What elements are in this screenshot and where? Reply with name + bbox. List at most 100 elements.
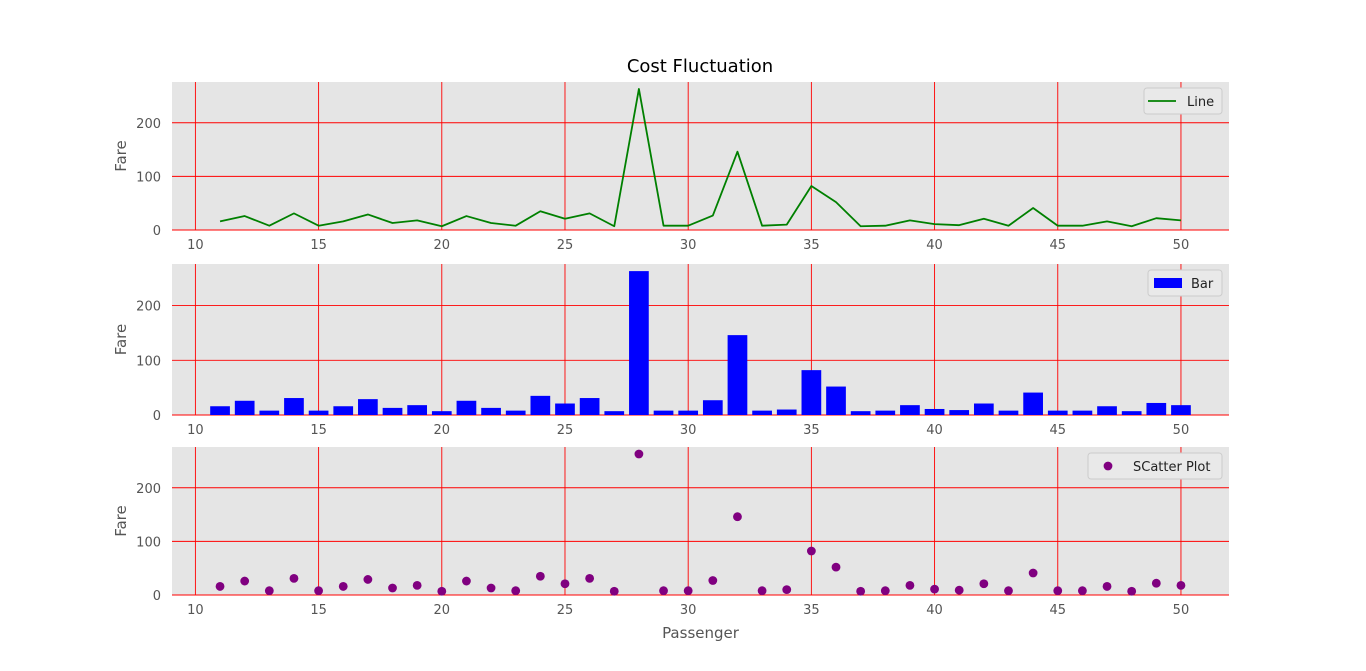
x-tick-label: 20 <box>434 238 451 253</box>
x-tick-label: 15 <box>310 238 327 253</box>
bar-12 <box>234 400 255 415</box>
point-29 <box>659 586 668 596</box>
point-32 <box>733 512 742 522</box>
x-tick-label: 40 <box>926 238 943 253</box>
x-tick-label: 10 <box>187 238 204 253</box>
legend-bar-swatch <box>1154 278 1182 288</box>
bar-14 <box>284 398 304 415</box>
x-tick-label: 10 <box>187 603 204 618</box>
bar-36 <box>826 386 846 415</box>
plot-background <box>172 447 1229 595</box>
x-tick-label: 30 <box>680 238 697 253</box>
bar-17 <box>358 399 378 415</box>
bar-49 <box>1146 402 1167 415</box>
point-15 <box>314 586 324 596</box>
bar-11 <box>210 406 230 415</box>
panel-bar: 10 15 20 25 30 35 40 45 50 0 100 200 Fare Bar <box>112 264 1229 438</box>
point-46 <box>1077 586 1087 596</box>
bar-23 <box>505 410 526 415</box>
x-tick-label: 30 <box>680 603 697 618</box>
bar-48 <box>1121 411 1142 415</box>
bar-46 <box>1072 410 1093 415</box>
x-tick-label: 50 <box>1173 423 1190 438</box>
point-16 <box>338 582 348 591</box>
x-tick-label: 20 <box>434 603 451 618</box>
y-tick-label: 200 <box>136 482 161 497</box>
bar-50 <box>1171 405 1191 415</box>
bar-27 <box>604 411 625 415</box>
point-39 <box>905 580 915 590</box>
point-14 <box>289 573 299 583</box>
point-34 <box>782 585 792 595</box>
legend-marker-swatch <box>1103 461 1113 471</box>
y-tick-label: 100 <box>136 535 161 550</box>
point-36 <box>831 562 841 572</box>
point-38 <box>880 586 890 596</box>
legend-box <box>1147 269 1223 297</box>
legend: Line <box>1143 87 1223 115</box>
point-35 <box>806 546 816 556</box>
point-43 <box>1004 586 1013 596</box>
x-tick-label: 45 <box>1049 603 1066 618</box>
bar-45 <box>1047 410 1068 415</box>
bar-18 <box>382 407 403 415</box>
point-17 <box>363 575 373 584</box>
bar-42 <box>973 403 994 415</box>
x-tick-label: 25 <box>557 423 574 438</box>
bar-22 <box>481 407 501 415</box>
bar-13 <box>259 410 280 415</box>
bar-38 <box>875 410 896 415</box>
x-tick-label: 30 <box>680 423 697 438</box>
bar-29 <box>653 410 674 415</box>
bar-20 <box>431 411 452 415</box>
point-33 <box>757 586 767 596</box>
x-tick-label: 45 <box>1049 238 1066 253</box>
point-30 <box>683 586 693 596</box>
bar-19 <box>407 405 428 415</box>
point-41 <box>954 585 964 595</box>
point-12 <box>240 576 250 586</box>
point-44 <box>1028 568 1038 578</box>
point-27 <box>609 586 619 596</box>
point-31 <box>708 576 718 585</box>
plot-background <box>172 82 1229 230</box>
line-series <box>219 88 1182 228</box>
legend: Bar <box>1147 269 1223 297</box>
y-tick-label: 0 <box>153 224 161 239</box>
point-22 <box>486 583 496 593</box>
point-20 <box>437 586 447 596</box>
legend: SCatter Plot <box>1087 452 1223 480</box>
y-tick-label: 100 <box>136 354 161 369</box>
point-40 <box>930 584 939 594</box>
panel-line: 10 15 20 25 30 35 40 45 50 0 100 200 Fare Line <box>112 82 1229 253</box>
y-tick-label: 0 <box>153 409 161 424</box>
x-tick-label: 45 <box>1049 423 1066 438</box>
point-25 <box>560 579 570 589</box>
point-28 <box>634 449 644 459</box>
bar-30 <box>678 410 699 415</box>
bar-43 <box>998 410 1019 415</box>
y-axis-label: Fare <box>112 505 130 537</box>
legend-label: Line <box>1187 95 1214 110</box>
bar-31 <box>702 400 723 415</box>
legend-label: SCatter Plot <box>1133 460 1210 475</box>
bar-39 <box>900 405 920 415</box>
y-axis-label: Fare <box>112 324 130 356</box>
point-18 <box>388 583 397 593</box>
x-tick-label: 35 <box>803 603 820 618</box>
point-49 <box>1151 578 1161 588</box>
y-tick-label: 100 <box>136 170 161 185</box>
point-11 <box>215 582 225 591</box>
bar-26 <box>579 398 600 415</box>
bar-47 <box>1097 406 1117 415</box>
bar-15 <box>308 410 329 415</box>
y-tick-label: 0 <box>153 589 161 604</box>
bar-37 <box>850 411 871 415</box>
x-tick-label: 10 <box>187 423 204 438</box>
bar-32 <box>727 335 748 415</box>
point-21 <box>462 576 471 586</box>
point-48 <box>1127 586 1137 596</box>
bar-16 <box>333 406 354 415</box>
legend-box <box>1087 452 1223 480</box>
point-50 <box>1176 580 1186 590</box>
